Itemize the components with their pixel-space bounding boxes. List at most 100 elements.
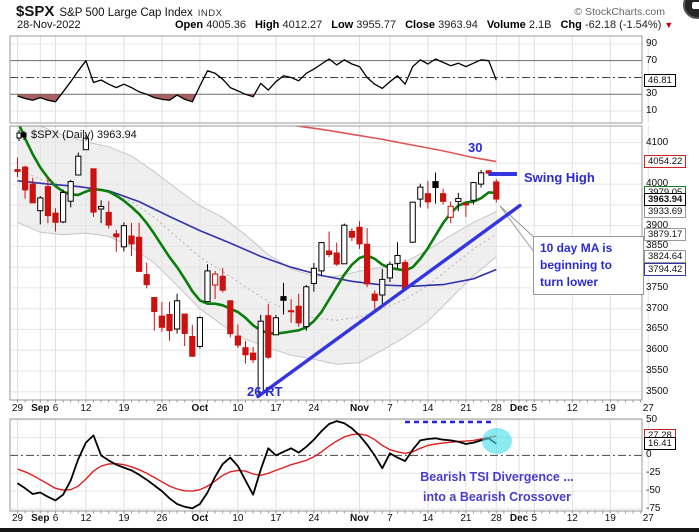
ma-200-red-line [291,126,497,163]
date-label: 12 [566,513,578,524]
date-label: 24 [308,403,320,414]
axis-label: 90 [646,37,658,49]
axis-label: -50 [646,485,661,497]
chart-title: $SPX S&P 500 Large Cap Index INDX [16,3,222,20]
volume-label: Volume [486,19,526,31]
date-label: 6 [52,513,59,524]
bollinger-band [17,126,497,365]
annotation-tsi-divergence: Bearish TSI Divergence ... [420,470,574,484]
axis-label: 3750 [646,281,669,293]
date-label: 14 [422,513,434,524]
date-axis-bottom: 29 Sep 6 12 19 26 Oct 10 17 24 Nov 7 14 21 28 Dec 5 12 19 2… [0,513,699,527]
date-label: 12 [80,403,92,414]
date-label: 26 [156,513,168,524]
axis-label: -75 [646,502,661,514]
date-label-month: Sep [31,513,50,524]
rsi-reference-lines [10,43,642,112]
low-value: 3955.77 [356,19,397,31]
axis-value-box: 3794.42 [644,262,687,276]
date-label: 19 [118,403,130,414]
axis-label: -25 [646,467,661,479]
main-panel-legend: $SPX (Daily) 3963.94 [16,129,137,141]
annotation-ma-callout-box: 10 day MA is beginning to turn lower [533,236,644,295]
legend-text: $SPX (Daily) 3963.94 [31,129,137,141]
date-label: 24 [308,513,320,524]
annotation-tsi-crossover: into a Bearish Crossover [423,490,571,504]
date-label: 29 [11,403,24,414]
ma-10-green-line [18,126,497,335]
axis-ticks [17,400,642,514]
date-label: 14 [422,403,434,414]
annotation-swing-high: Swing High [524,170,595,185]
date-label-month: Nov [350,513,369,524]
high-label: High [254,19,280,31]
axis-label: 70 [646,54,658,66]
chart-date-label: 28-Nov-2022 [17,19,81,31]
legend-candlestick-icon [16,129,27,141]
high-value: 4012.27 [282,19,323,31]
annotation-26rt: 26 RT [247,384,283,399]
open-value: 4005.36 [206,19,246,31]
date-label-month: Oct [191,513,209,524]
date-label: 7 [387,513,393,524]
axis-label: 3650 [646,323,669,335]
rsi-series [17,58,497,103]
exchange-label: INDX [197,8,223,19]
date-label: 29 [11,513,24,524]
chg-value: -62.18 (-1.54%) [584,19,662,31]
date-axis-top: 29 Sep 6 12 19 26 Oct 10 17 24 Nov 7 14 21 28 Dec 5 12 19 2… [0,403,699,417]
symbol-label: $SPX [16,3,55,20]
axis-value-box: 3824.64 [644,250,687,264]
date-label: 28 [490,513,502,524]
candlesticks [14,134,500,396]
window-bottom-edge [0,528,699,532]
close-label: Close [405,19,436,31]
chg-label: Chg [560,19,582,31]
date-label: 21 [460,513,472,524]
tsi-signal-red-line [17,433,497,492]
axis-label: 50 [646,413,658,425]
date-label: 19 [604,513,616,524]
axis-label: 3600 [646,344,669,356]
date-label: 5 [531,513,538,524]
axis-value-box: 46.81 [644,73,676,87]
date-label: 19 [118,513,130,524]
ohlc-quote-row: Open 4005.36 High 4012.27 Low 3955.77 Close… [175,19,673,31]
axis-label: 0 [646,449,652,461]
axis-label: 3550 [646,364,669,376]
axis-value-box: 3963.94 [644,192,687,206]
tsi-black-line [17,420,497,510]
date-label-month: Nov [350,403,369,414]
date-label: 21 [460,403,472,414]
date-label: 12 [566,403,578,414]
callout-line-3: turn lower [540,275,599,289]
axis-label: 3850 [646,240,669,252]
axis-label: 3900 [646,219,669,231]
axis-label: 4000 [646,178,669,190]
low-label: Low [331,19,354,31]
axis-label: 10 [646,105,658,117]
date-label: 6 [52,403,59,414]
open-label: Open [175,19,204,31]
axis-value-box: 4054.22 [644,155,687,169]
date-label: 19 [604,403,616,414]
date-label: 17 [270,403,282,414]
volume-value: 2.1B [528,19,552,31]
axis-value-box: 3879.17 [644,227,687,241]
close-value: 3963.94 [438,19,478,31]
corner-badge-icon[interactable] [683,0,699,19]
axis-label: 30 [646,88,658,100]
axis-value-box: 3933.69 [644,205,687,219]
callout-line-2: beginning to [540,258,612,272]
date-label: 5 [531,403,538,414]
date-label: 12 [80,513,92,524]
date-label: 10 [232,513,244,524]
date-label: 26 [156,403,168,414]
chg-down-arrow-icon: ▼ [664,20,674,30]
date-label: 27 [642,403,654,414]
date-label-month: Dec [509,513,529,524]
date-label: 7 [387,403,393,414]
tsi-reference-lines [10,419,642,510]
